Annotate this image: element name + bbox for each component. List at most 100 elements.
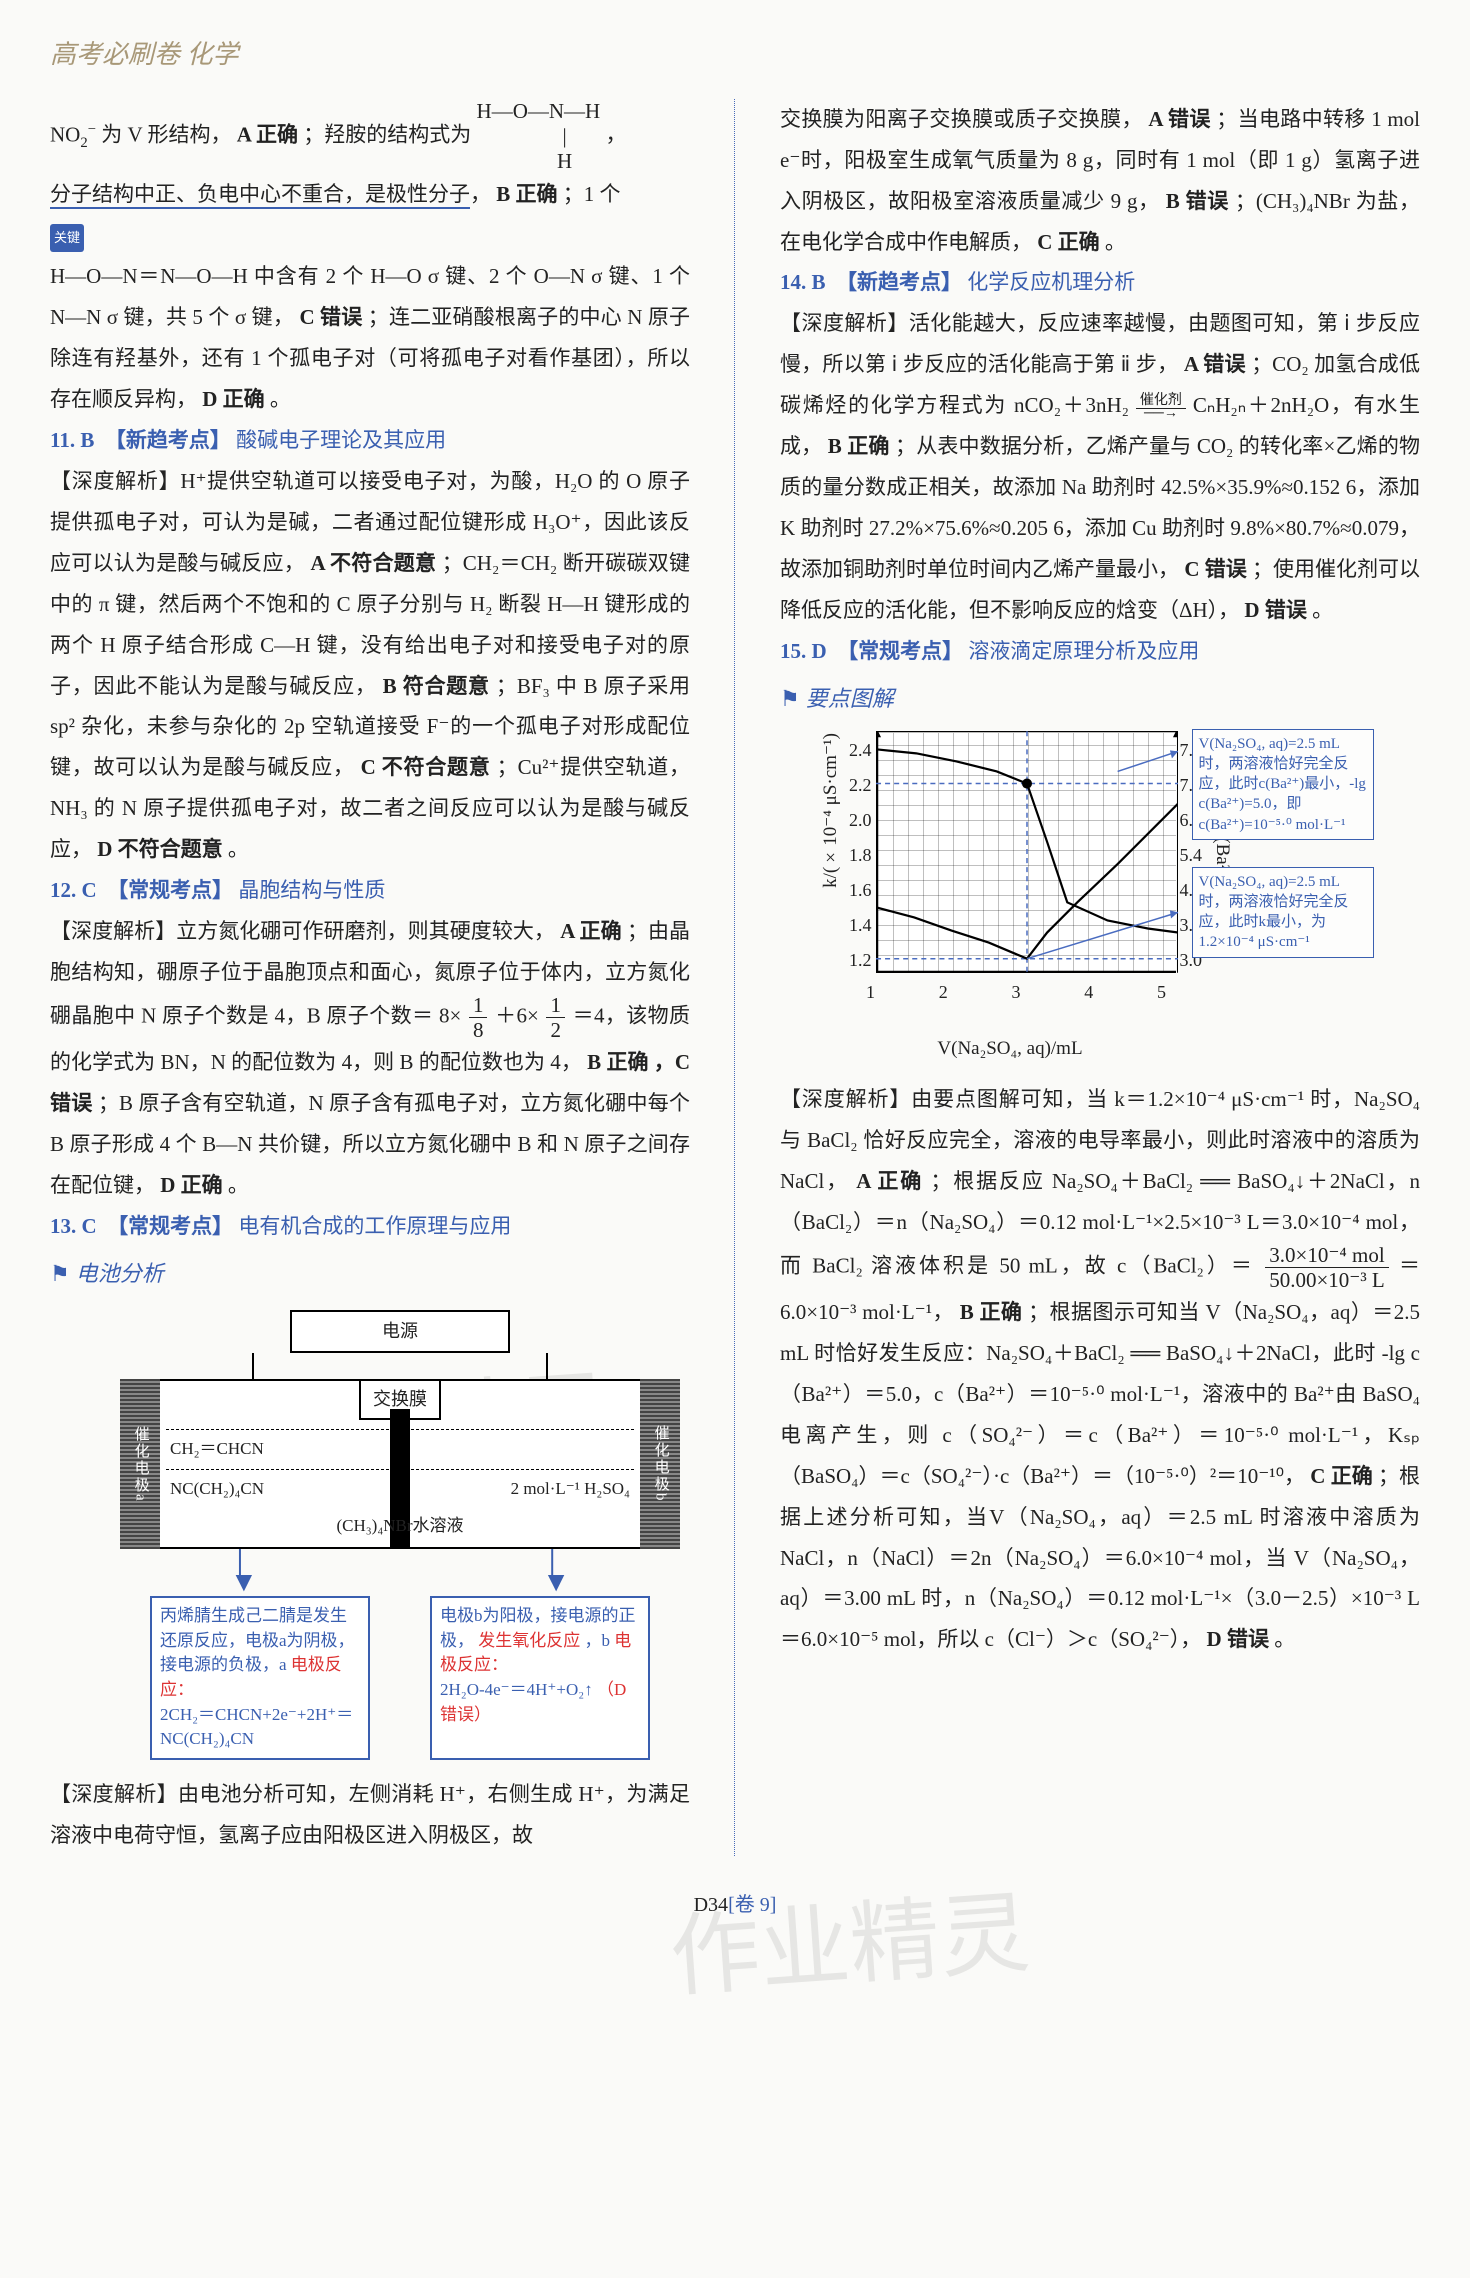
- cell-text: 2 mol·L⁻¹ H₂SO₄: [511, 1472, 630, 1505]
- electrochem-diagram: 电源 交换膜 催化电极a 催化电极b CH₂＝CHCN NC(CH₂)₄CN 2…: [120, 1310, 680, 1764]
- note-text: 2H₂O-4e⁻＝4H⁺+O₂↑: [440, 1680, 593, 1699]
- arrows: │▼ │▼: [120, 1549, 680, 1592]
- text: ，: [605, 122, 626, 146]
- page-footer: D34[卷 9]: [50, 1886, 1420, 1925]
- answer-a: A 正确: [560, 919, 621, 943]
- cell-text: NC(CH₂)₄CN: [170, 1472, 264, 1505]
- x-label: V(Na₂SO₄, aq)/mL: [860, 1030, 1160, 1067]
- answer-d: D 不符合题意: [97, 837, 222, 861]
- footer-section: [卷 9]: [728, 1894, 776, 1916]
- sub-heading: 要点图解: [780, 678, 1420, 721]
- topic: 酸碱电子理论及其应用: [236, 428, 446, 452]
- answer-a: A 错误: [1148, 107, 1210, 131]
- right-column: 交换膜为阳离子交换膜或质子交换膜， A 错误 ；当电路中转移 1 mol e⁻时…: [780, 99, 1420, 1856]
- tick: 1.4: [849, 908, 872, 943]
- question-number: 14. B: [780, 270, 826, 294]
- sub: 2: [80, 134, 87, 150]
- tick: 1.8: [849, 838, 872, 873]
- denominator: 50.00×10⁻³ L: [1265, 1268, 1389, 1292]
- note-text: ，b: [585, 1631, 611, 1650]
- left-column: NO2− 为 V 形结构， A 正确 ；羟胺的结构式为 H—O—N—H | H …: [50, 99, 690, 1856]
- footer-page: D34: [694, 1894, 728, 1916]
- note-box-b: 电极b为阳极，接电源的正极， 发生氧化反应 ，b 电极反应： 2H₂O-4e⁻＝…: [430, 1596, 650, 1760]
- text: ；根据图示可知当 V（Na₂SO₄，aq）＝2.5 mL 时恰好发生反应：Na₂…: [780, 1300, 1420, 1488]
- answer-d: D 错误: [1207, 1627, 1269, 1651]
- fraction: 18: [469, 993, 488, 1042]
- tag-new: 【新趋考点】: [836, 270, 962, 294]
- wire-right: [546, 1353, 548, 1379]
- question-14-header: 14. B 【新趋考点】 化学反应机理分析: [780, 262, 1420, 303]
- numerator: 1: [546, 993, 565, 1018]
- answer-a: A 不符合题意: [311, 551, 437, 575]
- text: ；1 个: [563, 182, 621, 206]
- answer-c: C 错误: [1184, 557, 1246, 581]
- answer-d: D 正确: [160, 1173, 222, 1197]
- tag-regular: 【常规考点】: [837, 639, 963, 663]
- chart-annotation: V(Na₂SO₄, aq)=2.5 mL时，两溶液恰好完全反应，此时c(Ba²⁺…: [1192, 729, 1374, 840]
- tag-new: 【新趋考点】: [105, 428, 231, 452]
- question-13-header: 13. C 【常规考点】 电有机合成的工作原理与应用: [50, 1206, 690, 1247]
- question-number: 13. C: [50, 1214, 97, 1238]
- arrow-down-icon: │▼: [230, 1553, 258, 1592]
- wires: [120, 1353, 680, 1379]
- underlined-text: 分子结构中正、负电中心不重合，是极性分子: [50, 182, 470, 209]
- answer-b: B 正确: [496, 182, 557, 206]
- tick: 5: [1157, 975, 1166, 1010]
- topic: 溶液滴定原理分析及应用: [968, 639, 1199, 663]
- answer-d: D 错误: [1244, 598, 1306, 622]
- key-badge-row: 关键: [50, 215, 690, 256]
- question-15-body: 【深度解析】由要点图解可知，当 k＝1.2×10⁻⁴ μS·cm⁻¹ 时，Na₂…: [780, 1079, 1420, 1660]
- x-ticks: 1 2 3 4 5: [866, 973, 1166, 1010]
- denominator: 2: [546, 1018, 565, 1042]
- chart-area: k/(×10⁻⁴ μS·cm⁻¹) 2.4 2.2 2.0 1.8 1.6 1.…: [810, 733, 1420, 973]
- cell-row: CH₂＝CHCN: [166, 1429, 634, 1465]
- sub-heading: 电池分析: [50, 1253, 690, 1296]
- cell: 交换膜 催化电极a 催化电极b CH₂＝CHCN NC(CH₂)₄CN 2 mo…: [120, 1379, 680, 1549]
- text: 。: [1105, 230, 1126, 254]
- tick: 2: [939, 975, 948, 1010]
- tick: 2.4: [849, 733, 872, 768]
- sub-heading-text: 电池分析: [76, 1253, 164, 1296]
- text: ＋6×: [495, 1003, 539, 1027]
- cell-row: (CH₃)₄NBr水溶液: [166, 1507, 634, 1542]
- answer-b: B 错误: [1166, 189, 1229, 213]
- answer-b: B 符合题意: [383, 674, 490, 698]
- tag-regular: 【常规考点】: [107, 1214, 233, 1238]
- denominator: 8: [469, 1018, 488, 1042]
- chart-svg: [876, 731, 1178, 973]
- text: 。: [1312, 598, 1333, 622]
- key-badge: 关键: [50, 224, 84, 251]
- tick: 2.2: [849, 768, 872, 803]
- text: ；B 原子含有空轨道，N 原子含有孤电子对，立方氮化硼中每个 B 原子形成 4 …: [50, 1091, 690, 1197]
- text: 【深度解析】由电池分析可知，左侧消耗 H⁺，右侧生成 H⁺，为满足溶液中电荷守恒…: [50, 1782, 690, 1847]
- text: 交换膜为阳离子交换膜或质子交换膜，: [780, 107, 1143, 131]
- text: 8×: [439, 1003, 461, 1027]
- arrow: ──→: [1144, 406, 1178, 421]
- text: ，: [470, 182, 491, 206]
- numerator: 1: [469, 993, 488, 1018]
- fraction: 3.0×10⁻⁴ mol50.00×10⁻³ L: [1265, 1243, 1389, 1292]
- text: 为 V 形结构，: [101, 122, 231, 146]
- answer-a: A 正确: [237, 122, 298, 146]
- text: NO: [50, 122, 80, 146]
- fraction: 12: [546, 993, 565, 1042]
- answer-b: B 正确: [828, 434, 890, 458]
- answer-a: A 正确: [856, 1169, 923, 1193]
- tick: 1.6: [849, 873, 872, 908]
- topic: 化学反应机理分析: [967, 270, 1135, 294]
- topic: 电有机合成的工作原理与应用: [238, 1214, 511, 1238]
- answer-b: B 正确: [587, 1050, 648, 1074]
- topic: 晶胞结构与性质: [238, 878, 385, 902]
- power-supply: 电源: [290, 1310, 510, 1353]
- question-11-header: 11. B 【新趋考点】 酸碱电子理论及其应用: [50, 420, 690, 461]
- question-13-body: 【深度解析】由电池分析可知，左侧消耗 H⁺，右侧生成 H⁺，为满足溶液中电荷守恒…: [50, 1774, 690, 1856]
- question-number: 15. D: [780, 639, 827, 663]
- tag-regular: 【常规考点】: [107, 878, 233, 902]
- tick: 4: [1084, 975, 1093, 1010]
- text: 。: [270, 387, 291, 411]
- question-14-body: 【深度解析】活化能越大，反应速率越慢，由题图可知，第 ⅰ 步反应慢，所以第 ⅰ …: [780, 303, 1420, 631]
- page-header: 高考必刷卷 化学: [50, 30, 1420, 81]
- answer-c: C 错误: [299, 305, 362, 329]
- y-left-label: k/(×10⁻⁴ μS·cm⁻¹): [810, 733, 849, 958]
- structural-formula: H—O—N—H | H: [477, 99, 601, 175]
